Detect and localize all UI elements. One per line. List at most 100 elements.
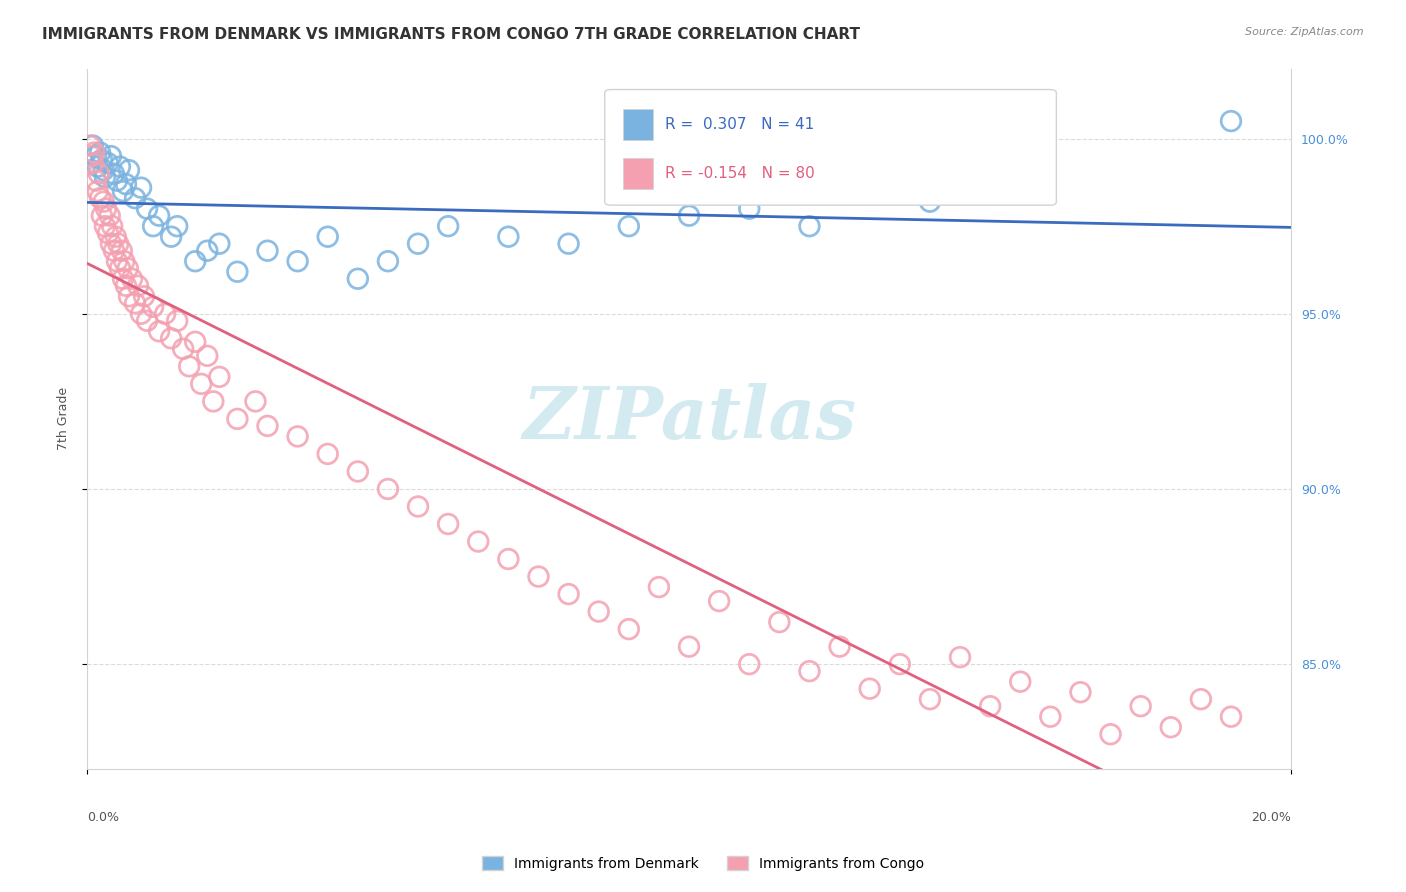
Point: [588, 605, 610, 619]
Y-axis label: 7th Grade: 7th Grade: [58, 387, 70, 450]
Point: [287, 429, 309, 443]
Point: [97, 226, 120, 240]
Point: [1039, 709, 1062, 723]
Point: [82, 138, 104, 153]
Point: [498, 552, 520, 566]
Point: [83, 145, 105, 160]
Point: [148, 209, 170, 223]
Point: [121, 271, 143, 285]
Point: [94, 170, 117, 185]
Point: [316, 447, 339, 461]
Point: [132, 289, 155, 303]
Point: [738, 657, 761, 672]
Point: [148, 324, 170, 338]
Point: [256, 418, 278, 433]
Point: [93, 194, 115, 209]
Point: [111, 184, 134, 198]
Point: [184, 334, 207, 349]
Point: [80, 149, 103, 163]
Legend: Immigrants from Denmark, Immigrants from Congo: Immigrants from Denmark, Immigrants from…: [477, 850, 929, 876]
Point: [111, 244, 134, 258]
Point: [1189, 692, 1212, 706]
Point: [90, 153, 112, 167]
Point: [87, 167, 110, 181]
Point: [226, 412, 249, 426]
Point: [859, 681, 882, 696]
Point: [103, 167, 125, 181]
Text: Source: ZipAtlas.com: Source: ZipAtlas.com: [1246, 27, 1364, 37]
Point: [104, 229, 127, 244]
Point: [245, 394, 267, 409]
Point: [347, 465, 370, 479]
Point: [347, 271, 370, 285]
Point: [316, 229, 339, 244]
Text: R =  0.307   N = 41: R = 0.307 N = 41: [665, 117, 814, 132]
Point: [142, 219, 165, 234]
Point: [949, 650, 972, 665]
Point: [738, 202, 761, 216]
Point: [918, 194, 941, 209]
Point: [1099, 727, 1122, 741]
Point: [124, 296, 146, 310]
Point: [129, 307, 152, 321]
Point: [98, 209, 121, 223]
Point: [111, 271, 134, 285]
Point: [136, 314, 159, 328]
Point: [94, 202, 117, 216]
Point: [208, 369, 231, 384]
Point: [799, 664, 821, 678]
Point: [768, 615, 790, 629]
Point: [105, 174, 128, 188]
Point: [100, 149, 122, 163]
Point: [86, 160, 108, 174]
Point: [84, 149, 107, 163]
Point: [190, 376, 212, 391]
Point: [94, 219, 117, 234]
Point: [103, 244, 125, 258]
Point: [678, 209, 700, 223]
Point: [89, 145, 111, 160]
Point: [256, 244, 278, 258]
Point: [617, 622, 640, 636]
Point: [118, 289, 141, 303]
Point: [101, 219, 124, 234]
Point: [166, 314, 188, 328]
Point: [127, 278, 149, 293]
Point: [437, 219, 460, 234]
Point: [195, 349, 218, 363]
Point: [678, 640, 700, 654]
Point: [118, 163, 141, 178]
Point: [208, 236, 231, 251]
Point: [648, 580, 671, 594]
Point: [115, 177, 138, 191]
Point: [1160, 720, 1182, 734]
Point: [557, 236, 579, 251]
Point: [100, 236, 122, 251]
Point: [557, 587, 579, 601]
Point: [129, 180, 152, 194]
Point: [406, 500, 429, 514]
Point: [105, 254, 128, 268]
Point: [1069, 685, 1091, 699]
Text: ZIPatlas: ZIPatlas: [522, 384, 856, 454]
Point: [406, 236, 429, 251]
Text: 0.0%: 0.0%: [87, 812, 120, 824]
Point: [195, 244, 218, 258]
Point: [136, 202, 159, 216]
Point: [160, 229, 183, 244]
Point: [107, 236, 129, 251]
Point: [108, 160, 131, 174]
Point: [1220, 114, 1243, 128]
Point: [166, 219, 188, 234]
Point: [377, 254, 399, 268]
Point: [889, 657, 911, 672]
Point: [918, 692, 941, 706]
Point: [86, 184, 108, 198]
Point: [90, 209, 112, 223]
Point: [115, 278, 138, 293]
Point: [527, 569, 550, 583]
Bar: [623, 158, 652, 189]
Text: R = -0.154   N = 80: R = -0.154 N = 80: [665, 166, 814, 181]
FancyBboxPatch shape: [605, 89, 1056, 205]
Point: [617, 219, 640, 234]
